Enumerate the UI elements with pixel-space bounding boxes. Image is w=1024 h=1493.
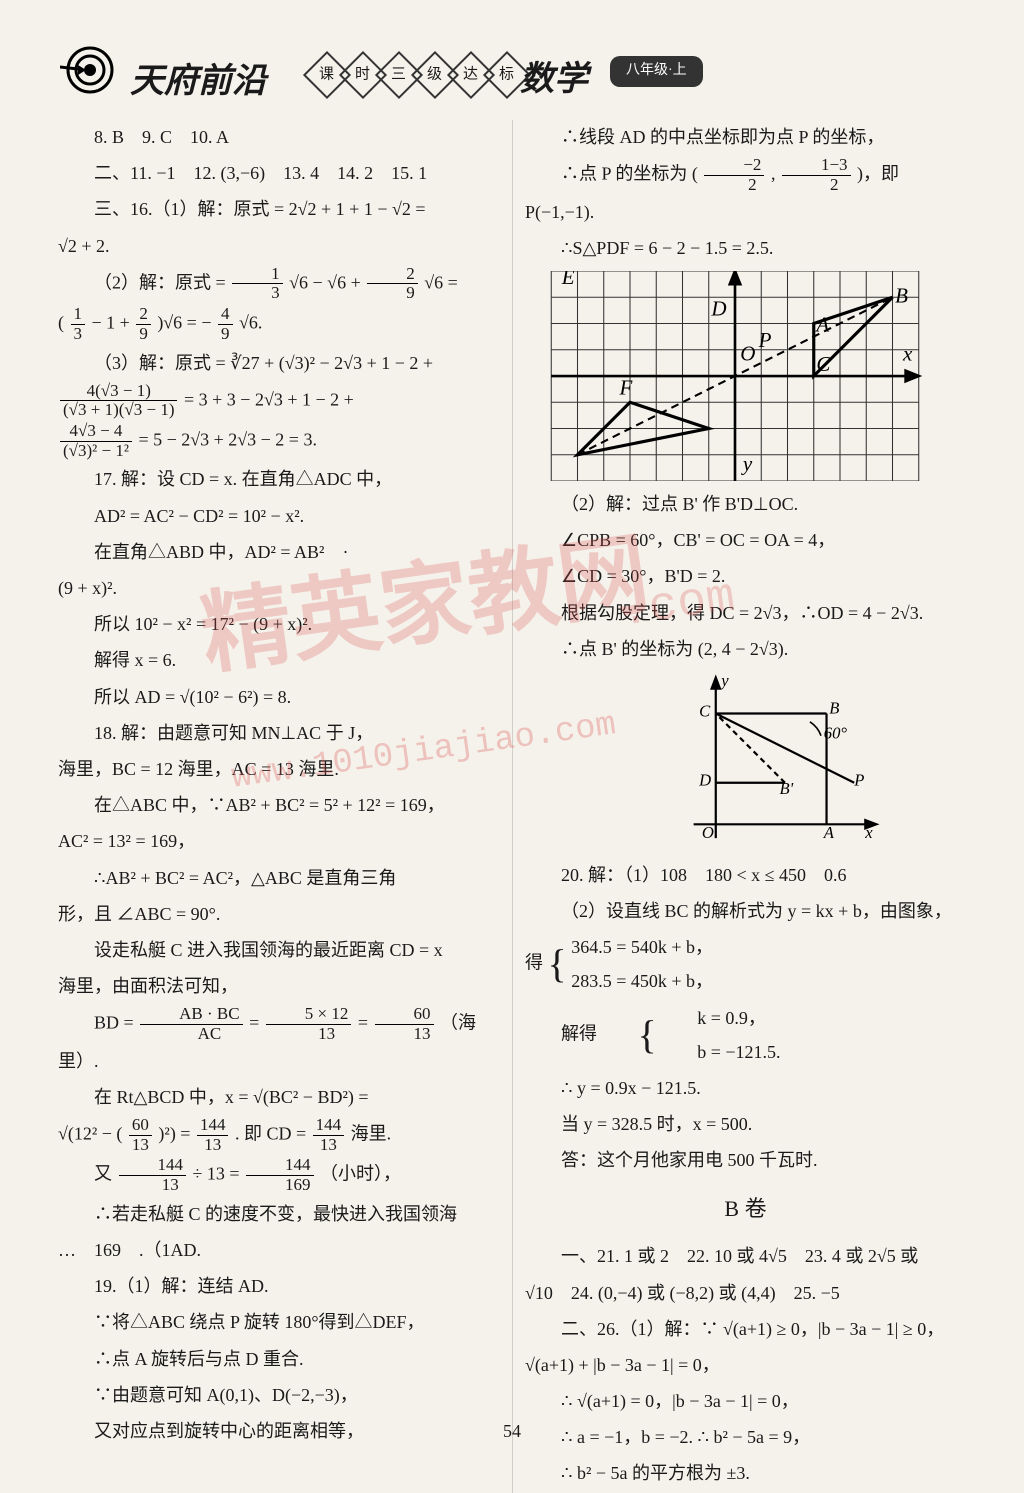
solution-line: 4(√3 − 1)(√3 + 1)(√3 − 1) = 3 + 3 − 2√3 … (58, 382, 500, 420)
svg-text:x: x (864, 823, 873, 842)
solution-line: 形，且 ∠ABC = 90°. (58, 897, 500, 931)
svg-text:O: O (702, 823, 714, 842)
svg-text:B: B (895, 283, 908, 307)
system-of-equations: 得 { 364.5 = 540k + b， 283.5 = 450k + b， (525, 930, 966, 998)
answer-line: 8. B 9. C 10. A (58, 120, 500, 154)
solution-line: AC² = 13² = 169， (58, 824, 500, 858)
solution-line: ( 13 − 1 + 29 )√6 = − 49 √6. (58, 305, 500, 343)
solution-line: （3）解：原式 = ∛27 + (√3)² − 2√3 + 1 − 2 + (58, 346, 500, 380)
solution-line: 18. 解：由题意可知 MN⊥AC 于 J， (58, 716, 500, 750)
solution-line: √2 + 2. (58, 229, 500, 263)
page-header: 天府前沿 课 时 三 级 达 标 数学 八年级·上 (50, 40, 974, 100)
svg-text:B': B' (779, 779, 793, 798)
solution-line: AD² = AC² − CD² = 10² − x². (58, 499, 500, 533)
solution-line: 三、16.（1）解：原式 = 2√2 + 1 + 1 − √2 = (58, 192, 500, 226)
svg-text:E: E (561, 271, 575, 289)
solution-line: ∴AB² + BC² = AC²，△ABC 是直角三角 (58, 861, 500, 895)
solution-line: 又对应点到旋转中心的距离相等， (58, 1414, 500, 1448)
solution-line: ∵由题意可知 A(0,1)、D(−2,−3)， (58, 1378, 500, 1412)
answer-line: 二、11. −1 12. (3,−6) 13. 4 14. 2 15. 1 (58, 156, 500, 190)
solution-line: 19.（1）解：连结 AD. (58, 1269, 500, 1303)
solution-line: ∴线段 AD 的中点坐标即为点 P 的坐标， (525, 120, 966, 154)
answer-line: 一、21. 1 或 2 22. 10 或 4√5 23. 4 或 2√5 或 (525, 1239, 966, 1273)
svg-text:y: y (719, 672, 729, 690)
solution-line: √(12² − ( 6013 )²) = 14413 . 即 CD = 1441… (58, 1116, 500, 1154)
solution-line: ∴ y = 0.9x − 121.5. (525, 1071, 966, 1105)
solution-line: 海里，由面积法可知， (58, 969, 500, 1003)
solution-line: 在直角△ABD 中，AD² = AB² · (58, 535, 500, 569)
svg-text:A: A (814, 312, 829, 336)
svg-text:D: D (698, 770, 711, 789)
svg-text:x: x (902, 341, 913, 365)
solution-line: ∴ √(a+1) = 0，|b − 3a − 1| = 0， (525, 1384, 966, 1418)
solution-line: 所以 AD = √(10² − 6²) = 8. (58, 680, 500, 714)
solution-line: 解得 x = 6. (58, 643, 500, 677)
solution-line: 又 14413 ÷ 13 = 144169 （小时）， (58, 1156, 500, 1194)
solution-line: 答：这个月他家用电 500 千瓦时. (525, 1143, 966, 1177)
coordinate-grid-diagram: A B C D E F O P x y (545, 271, 925, 481)
solution-line: 根据勾股定理，得 DC = 2√3，∴OD = 4 − 2√3. (525, 596, 966, 630)
left-column: 8. B 9. C 10. A 二、11. −1 12. (3,−6) 13. … (50, 120, 512, 1493)
svg-text:B: B (829, 698, 839, 717)
svg-text:60°: 60° (824, 723, 848, 742)
answer-line: √10 24. (0,−4) 或 (−8,2) 或 (4,4) 25. −5 (525, 1276, 966, 1310)
solution-line: … 169 .（1AD. (58, 1233, 500, 1267)
solution-line: ∴点 B' 的坐标为 (2, 4 − 2√3). (525, 632, 966, 666)
solution-line: 20. 解：（1）108 180 < x ≤ 450 0.6 (525, 858, 966, 892)
header-title: 天府前沿 (130, 50, 266, 115)
solution-line: 17. 解：设 CD = x. 在直角△ADC 中， (58, 462, 500, 496)
solution-line: 4√3 − 4(√3)² − 1² = 5 − 2√3 + 2√3 − 2 = … (58, 422, 500, 460)
solution-line: 当 y = 328.5 时，x = 500. (525, 1107, 966, 1141)
page-number: 54 (503, 1414, 521, 1448)
solution-line: ∠CPB = 60°，CB' = OC = OA = 4， (525, 523, 966, 557)
solution-line: ∴ a = −1，b = −2. ∴ b² − 5a = 9， (525, 1420, 966, 1454)
solution-line: ∵将△ABC 绕点 P 旋转 180°得到△DEF， (58, 1305, 500, 1339)
content-columns: 8. B 9. C 10. A 二、11. −1 12. (3,−6) 13. … (50, 120, 974, 1493)
solution-line: ∴S△PDF = 6 − 2 − 1.5 = 2.5. (525, 231, 966, 265)
solution-line: 在 Rt△BCD 中，x = √(BC² − BD²) = (58, 1080, 500, 1114)
solution-line: (9 + x)². (58, 571, 500, 605)
svg-text:C: C (816, 352, 831, 376)
header-tag: 八年级·上 (610, 56, 703, 87)
svg-text:P: P (853, 770, 864, 789)
solution-line: ∴点 P 的坐标为 ( −22 , 1−32 )，即 P(−1,−1). (525, 156, 966, 229)
solution-line: ∴点 A 旋转后与点 D 重合. (58, 1342, 500, 1376)
solution-line: √(a+1) + |b − 3a − 1| = 0， (525, 1348, 966, 1382)
solution-line: ∴若走私艇 C 的速度不变，最快进入我国领海 (58, 1197, 500, 1231)
section-b-title: B 卷 (525, 1188, 966, 1230)
bullseye-icon (60, 45, 120, 95)
svg-text:C: C (699, 701, 711, 720)
solution-line: （2）解：过点 B' 作 B'D⊥OC. (525, 487, 966, 521)
solution-line: BD = AB · BCAC = 5 × 1213 = 6013 （海里）. (58, 1005, 500, 1078)
solution-line: （2）设直线 BC 的解析式为 y = kx + b，由图象， (525, 894, 966, 928)
solution-line: 海里，BC = 12 海里，AC = 13 海里. (58, 752, 500, 786)
system-solution: 解得 { k = 0.9， b = −121.5. (525, 1001, 966, 1069)
solution-line: 设走私艇 C 进入我国领海的最近距离 CD = x (58, 933, 500, 967)
svg-text:y: y (741, 451, 753, 475)
svg-text:F: F (619, 375, 633, 399)
solution-line: ∴ b² − 5a 的平方根为 ±3. (525, 1456, 966, 1490)
rotation-diagram: O A B C D B' P x y 60° (665, 672, 905, 852)
solution-line: 二、26.（1）解：∵ √(a+1) ≥ 0，|b − 3a − 1| ≥ 0， (525, 1312, 966, 1346)
svg-text:O: O (740, 341, 755, 365)
solution-line: （2）解：原式 = 13 √6 − √6 + 29 √6 = (58, 265, 500, 303)
right-column: ∴线段 AD 的中点坐标即为点 P 的坐标， ∴点 P 的坐标为 ( −22 ,… (512, 120, 974, 1493)
svg-text:A: A (823, 823, 835, 842)
solution-line: 所以 10² − x² = 17² − (9 + x)². (58, 607, 500, 641)
solution-line: 在△ABC 中，∵AB² + BC² = 5² + 12² = 169， (58, 788, 500, 822)
svg-text:D: D (710, 297, 726, 321)
svg-text:P: P (758, 328, 772, 352)
header-subject: 数学 (520, 48, 588, 113)
solution-line: ∠CD = 30°，B'D = 2. (525, 559, 966, 593)
header-badges: 课 时 三 级 达 标 (310, 58, 524, 92)
